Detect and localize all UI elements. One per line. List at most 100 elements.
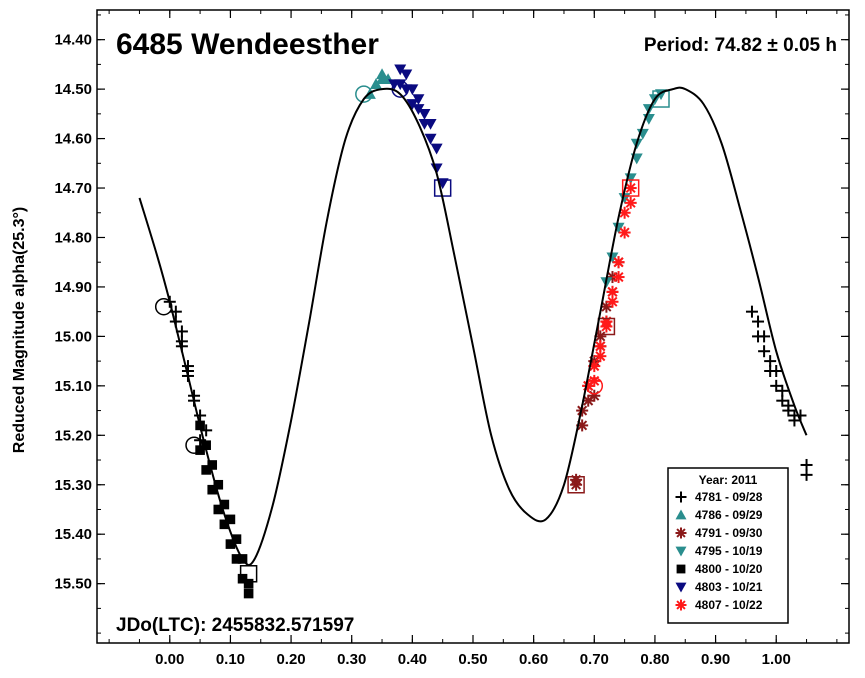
data-point [231, 534, 242, 544]
y-tick-label: 15.40 [54, 526, 92, 543]
open-reference-marker [567, 476, 585, 494]
x-axis: 0.00 0.10 0.20 0.30 0.40 0.50 0.60 0.70 0.80 0.90… [108, 10, 838, 668]
data-point [594, 350, 607, 363]
data-point [406, 84, 419, 96]
data-point [800, 468, 813, 481]
legend-entry-label: 4786 - 09/29 [695, 508, 763, 522]
legend-entry-label: 4781 - 09/28 [695, 490, 763, 504]
data-point [201, 440, 211, 450]
data-point [376, 68, 389, 80]
legend-box [667, 467, 789, 624]
data-point [406, 99, 419, 110]
data-point [770, 379, 783, 392]
y-tick-label: 14.90 [54, 279, 92, 296]
data-point [430, 143, 443, 155]
legend-marker [675, 509, 687, 520]
data-point [424, 133, 437, 145]
data-point [436, 178, 449, 190]
open-reference-marker [652, 90, 670, 108]
data-point [225, 539, 236, 549]
y-tick-label: 14.70 [54, 180, 92, 197]
legend-marker [675, 582, 687, 593]
data-point [782, 404, 795, 417]
legend-marker [675, 491, 687, 503]
data-point [618, 206, 631, 219]
y-axis: 14.40 14.50 14.60 14.70 14.80 14.90 15.00 15.10… [54, 14, 849, 634]
y-axis-label: Reduced Magnitude alpha(25.3°) [11, 207, 28, 453]
data-point [752, 315, 765, 328]
data-point [412, 94, 425, 106]
data-point [588, 374, 601, 387]
open-reference-marker [621, 179, 640, 197]
open-reference-marker [185, 436, 203, 454]
legend-entry-label: 4791 - 09/30 [695, 526, 763, 540]
data-point [758, 330, 771, 343]
data-point [213, 504, 224, 515]
x-tick-label: 0.40 [398, 651, 427, 668]
open-reference-marker [355, 85, 373, 103]
x-tick-label: 0.80 [640, 651, 669, 668]
data-point [600, 315, 613, 328]
y-tick-label: 14.60 [54, 131, 92, 148]
x-tick-label: 0.70 [580, 651, 609, 668]
x-tick-label: 1.00 [762, 651, 791, 668]
data-point [201, 465, 211, 475]
legend-marker [675, 599, 687, 611]
data-point [588, 389, 601, 402]
data-point [369, 78, 382, 89]
x-tick-label: 0.00 [155, 651, 184, 668]
x-tick-label: 0.50 [458, 651, 487, 668]
data-point [231, 554, 242, 564]
data-point [207, 484, 218, 495]
jdo-label: JDo(LTC): 2455832.571597 [116, 615, 354, 636]
chart-title: 6485 Wendeesther [116, 28, 379, 61]
data-point [788, 414, 801, 427]
data-point [400, 69, 413, 81]
x-tick-label: 0.20 [276, 651, 305, 668]
y-tick-label: 14.40 [54, 32, 92, 49]
data-point [243, 588, 254, 599]
data-point [207, 460, 218, 470]
y-tick-label: 14.80 [54, 229, 92, 246]
data-point [624, 182, 637, 195]
legend-title: Year: 2011 [699, 473, 758, 487]
legend-marker [675, 546, 687, 557]
x-tick-label: 0.90 [701, 651, 730, 668]
y-tick-label: 15.20 [54, 427, 92, 444]
data-point [745, 305, 758, 318]
data-point [612, 256, 625, 269]
data-point [776, 394, 789, 407]
data-point [612, 222, 625, 234]
data-point [418, 109, 431, 120]
data-point [570, 478, 583, 491]
data-point [225, 514, 236, 525]
legend-entry-label: 4807 - 10/22 [695, 598, 763, 612]
data-point [213, 479, 224, 490]
legend: Year: 2011 4781 - 09/28 4786 - 09/29 4791 … [667, 467, 789, 624]
y-tick-label: 14.50 [54, 81, 92, 98]
y-tick-label: 15.00 [54, 328, 92, 345]
data-point [394, 64, 407, 76]
legend-entry-label: 4795 - 10/19 [695, 544, 763, 558]
data-point [194, 409, 207, 422]
y-tick-label: 15.50 [54, 576, 92, 593]
fourier-fit-curve [138, 86, 808, 567]
data-point [606, 285, 619, 298]
data-point [606, 252, 619, 264]
x-tick-label: 0.10 [216, 651, 245, 668]
y-tick-label: 15.10 [54, 378, 92, 395]
legend-entry-label: 4800 - 10/20 [695, 562, 763, 576]
data-point [243, 578, 254, 589]
data-point [624, 196, 637, 209]
data-point [424, 118, 437, 130]
data-point [612, 271, 625, 284]
x-tick-label: 0.30 [337, 651, 366, 668]
legend-entry-label: 4803 - 10/21 [695, 580, 763, 594]
legend-marker [676, 564, 686, 574]
data-point [412, 104, 425, 115]
x-tick-label: 0.60 [519, 651, 548, 668]
data-point [770, 365, 783, 378]
data-point [758, 345, 771, 358]
data-point [237, 573, 248, 584]
